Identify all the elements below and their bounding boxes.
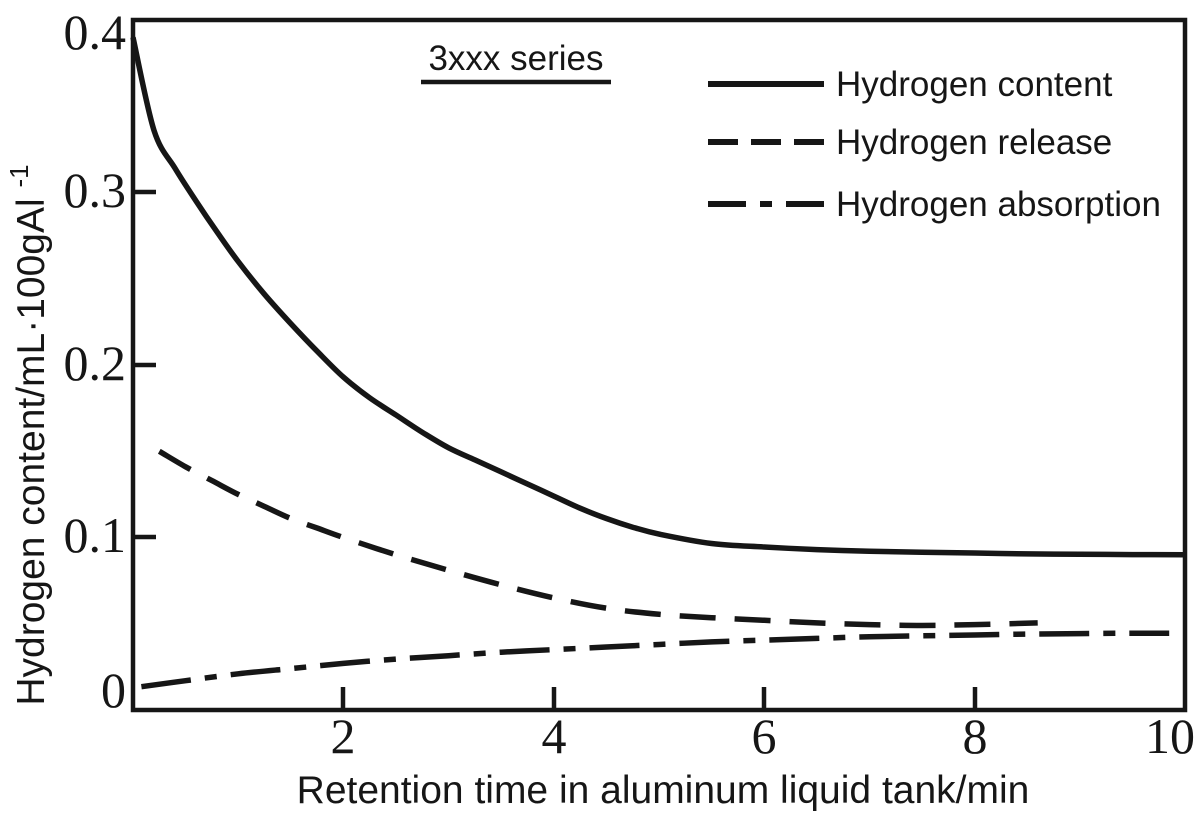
annotation-text: 3xxx series xyxy=(428,39,603,78)
x-tick-label-8: 8 xyxy=(963,708,988,764)
legend-item-hydrogen-absorption: Hydrogen absorption xyxy=(708,185,1161,224)
y-tick-label-0p2: 0.2 xyxy=(64,335,127,391)
y-axis-title: Hydrogen content/mL·100gAl -1 xyxy=(4,164,53,705)
series-path-hydrogen-content xyxy=(130,36,1186,558)
x-tick-label-6: 6 xyxy=(752,708,777,764)
legend-label-hydrogen-content: Hydrogen content xyxy=(836,65,1113,104)
x-axis-ticks xyxy=(340,687,978,710)
y-axis-tick-labels: 0 0.1 0.2 0.3 0.4 xyxy=(64,4,127,718)
series-path-hydrogen-absorption xyxy=(141,630,1170,690)
y-axis-unit-superscript: -1 xyxy=(4,164,34,187)
x-tick-label-10: 10 xyxy=(1145,708,1195,764)
y-axis-ticks xyxy=(133,189,156,540)
x-tick-label-2: 2 xyxy=(331,708,356,764)
legend: Hydrogen content Hydrogen release Hydrog… xyxy=(708,65,1161,224)
x-tick-label-4: 4 xyxy=(542,708,567,764)
legend-label-hydrogen-release: Hydrogen release xyxy=(836,123,1112,162)
legend-item-hydrogen-release: Hydrogen release xyxy=(708,123,1112,162)
y-tick-label-0p4: 0.4 xyxy=(64,4,127,60)
y-axis-title-main: Hydrogen content/mL·100gAl xyxy=(10,198,53,705)
x-axis-tick-labels: 2 4 6 8 10 xyxy=(331,708,1196,764)
y-tick-label-0p1: 0.1 xyxy=(64,507,127,563)
x-axis-title: Retention time in aluminum liquid tank/m… xyxy=(297,769,1030,812)
y-tick-label-0p3: 0.3 xyxy=(64,162,127,218)
series-curves xyxy=(130,36,1186,690)
legend-label-hydrogen-absorption: Hydrogen absorption xyxy=(836,185,1161,224)
series-path-hydrogen-release xyxy=(157,448,1038,629)
y-tick-label-0: 0 xyxy=(101,662,126,718)
series-annotation: 3xxx series xyxy=(421,39,611,85)
legend-item-hydrogen-content: Hydrogen content xyxy=(708,65,1113,104)
